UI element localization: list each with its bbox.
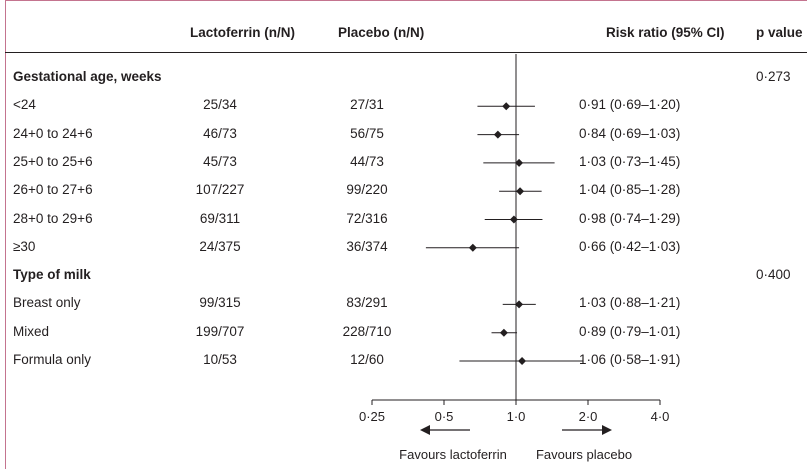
row-placebo-count: 56/75 bbox=[350, 125, 384, 141]
row-lactoferrin-count: 107/227 bbox=[195, 182, 245, 198]
column-header-placebo: Placebo (n/N) bbox=[338, 25, 425, 40]
column-header-p-value: p value bbox=[756, 25, 803, 40]
row-placebo-count: 83/291 bbox=[346, 295, 388, 311]
point-estimate-marker bbox=[515, 300, 524, 309]
row-lactoferrin-count: 25/34 bbox=[203, 97, 237, 113]
favours-placebo-label: Favours placebo bbox=[536, 447, 632, 462]
row-lactoferrin-count: 46/73 bbox=[203, 125, 237, 141]
x-axis-tick-label: 0·25 bbox=[359, 409, 385, 424]
row-risk-ratio-ci: 0·84 (0·69–1·03) bbox=[579, 125, 681, 141]
row-placebo-count: 44/73 bbox=[350, 153, 384, 169]
group-label: Type of milk bbox=[13, 267, 91, 283]
point-estimate-marker bbox=[516, 187, 525, 196]
row-risk-ratio-ci: 1·06 (0·58–1·91) bbox=[579, 352, 681, 367]
row-label: 28+0 to 29+6 bbox=[13, 210, 93, 226]
row-placebo-count: 99/220 bbox=[346, 182, 388, 198]
point-estimate-marker bbox=[493, 130, 502, 139]
point-estimate-marker bbox=[502, 102, 511, 111]
row-placebo-count: 72/316 bbox=[346, 210, 388, 226]
x-axis-tick-label: 0·5 bbox=[435, 409, 454, 424]
favours-lactoferrin-label: Favours lactoferrin bbox=[399, 447, 507, 462]
point-estimate-marker bbox=[468, 243, 477, 252]
frame-border-left bbox=[5, 0, 6, 469]
row-label: ≥30 bbox=[13, 238, 36, 254]
point-estimate-marker bbox=[515, 158, 524, 167]
frame-border-top bbox=[5, 0, 807, 1]
column-header-risk-ratio: Risk ratio (95% CI) bbox=[606, 25, 725, 40]
row-label: <24 bbox=[13, 97, 36, 113]
point-estimate-marker bbox=[518, 357, 527, 365]
point-estimate-marker bbox=[509, 215, 518, 224]
row-label: Mixed bbox=[13, 323, 50, 339]
row-label: 24+0 to 24+6 bbox=[13, 125, 93, 141]
row-risk-ratio-ci: 0·91 (0·69–1·20) bbox=[579, 97, 681, 113]
row-label: Formula only bbox=[13, 352, 92, 367]
row-lactoferrin-count: 199/707 bbox=[195, 323, 245, 339]
group-p-value: 0·400 bbox=[756, 267, 791, 283]
row-lactoferrin-count: 99/315 bbox=[199, 295, 241, 311]
x-axis-tick-label: 2·0 bbox=[579, 409, 598, 424]
row-label: Breast only bbox=[13, 295, 81, 311]
favours-left-arrowhead bbox=[420, 425, 430, 435]
x-axis-tick-label: 4·0 bbox=[651, 409, 670, 424]
row-lactoferrin-count: 69/311 bbox=[199, 210, 241, 226]
row-lactoferrin-count: 24/375 bbox=[199, 238, 241, 254]
row-lactoferrin-count: 45/73 bbox=[203, 153, 237, 169]
row-risk-ratio-ci: 0·98 (0·74–1·29) bbox=[579, 210, 681, 226]
row-label: 25+0 to 25+6 bbox=[13, 153, 93, 169]
row-lactoferrin-count: 10/53 bbox=[203, 352, 237, 367]
row-placebo-count: 36/374 bbox=[346, 238, 388, 254]
x-axis-tick-label: 1·0 bbox=[507, 409, 526, 424]
row-label: 26+0 to 27+6 bbox=[13, 182, 93, 198]
column-header-lactoferrin: Lactoferrin (n/N) bbox=[190, 25, 296, 40]
favours-right-arrowhead bbox=[602, 425, 612, 435]
row-risk-ratio-ci: 0·66 (0·42–1·03) bbox=[579, 238, 681, 254]
group-p-value: 0·273 bbox=[756, 69, 791, 84]
group-label: Gestational age, weeks bbox=[13, 69, 162, 84]
point-estimate-marker bbox=[499, 328, 508, 337]
row-placebo-count: 27/31 bbox=[350, 97, 384, 113]
row-risk-ratio-ci: 1·04 (0·85–1·28) bbox=[579, 182, 681, 198]
row-risk-ratio-ci: 1·03 (0·73–1·45) bbox=[579, 153, 681, 169]
header-rule bbox=[5, 52, 807, 53]
row-risk-ratio-ci: 0·89 (0·79–1·01) bbox=[579, 323, 681, 339]
row-placebo-count: 12/60 bbox=[350, 352, 384, 367]
row-placebo-count: 228/710 bbox=[342, 323, 392, 339]
row-risk-ratio-ci: 1·03 (0·88–1·21) bbox=[579, 295, 681, 311]
